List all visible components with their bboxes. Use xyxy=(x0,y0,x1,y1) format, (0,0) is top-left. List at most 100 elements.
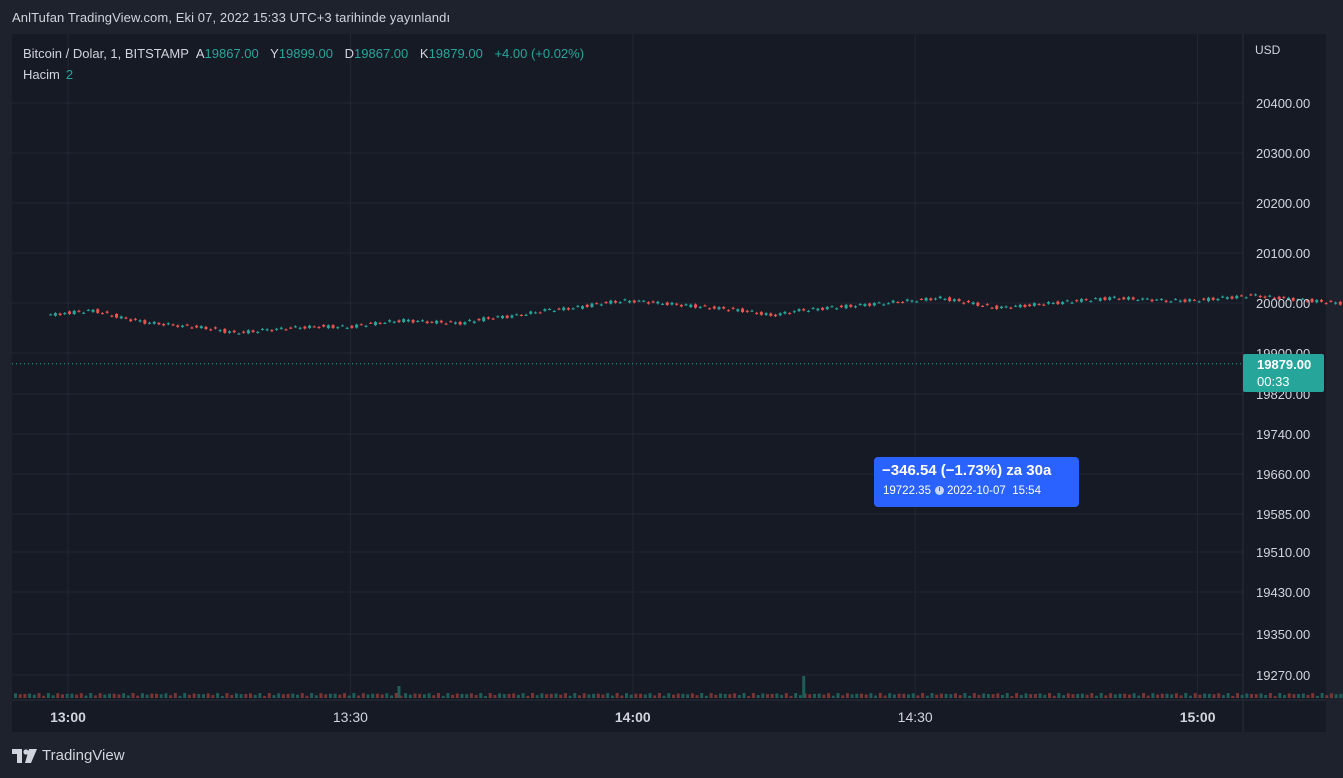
volume-bar xyxy=(202,694,205,698)
candle-body xyxy=(1188,299,1192,302)
volume-bar xyxy=(1151,693,1155,698)
candle-body xyxy=(849,304,853,307)
volume-bar xyxy=(484,695,487,698)
last-price-tag: 19879.00 00:33 xyxy=(1243,354,1324,392)
candle-body xyxy=(298,327,302,329)
volume-bar xyxy=(794,693,798,698)
candle-body xyxy=(689,304,693,307)
volume-bar xyxy=(606,693,610,698)
candle-body xyxy=(623,299,627,301)
candle-body xyxy=(1338,301,1342,305)
volume-bar xyxy=(324,694,328,698)
volume-bar xyxy=(982,693,986,698)
candle-body xyxy=(990,307,994,309)
currency-unit[interactable]: USD xyxy=(1255,43,1281,57)
candle-body xyxy=(999,306,1003,309)
symbol-name[interactable]: Bitcoin / Dolar, 1, BITSTAMP xyxy=(23,46,189,61)
candle-body xyxy=(839,305,843,308)
candle-body xyxy=(275,328,279,330)
volume-bar xyxy=(714,694,718,698)
volume-bar xyxy=(1226,693,1230,698)
candle-body xyxy=(1079,299,1083,302)
volume-bar xyxy=(1259,693,1263,698)
candle-body xyxy=(331,325,335,328)
volume-bar xyxy=(441,695,445,698)
candle-body xyxy=(1056,301,1060,304)
candle-body xyxy=(411,320,415,323)
candle-body xyxy=(1094,298,1098,300)
volume-bar xyxy=(559,694,563,698)
volume-bar xyxy=(394,693,398,698)
volume-bar xyxy=(845,693,849,698)
candle-body xyxy=(1291,298,1295,301)
volume-bar xyxy=(432,695,436,698)
candle-body xyxy=(228,331,232,333)
volume-bar xyxy=(211,695,215,698)
candle-body xyxy=(632,300,636,303)
candle-body xyxy=(919,299,923,301)
volume-bar xyxy=(37,693,41,698)
candle-body xyxy=(1136,300,1140,302)
volume-bar xyxy=(18,694,22,698)
candle-body xyxy=(472,321,476,323)
volume-bar xyxy=(1071,694,1075,698)
candle-body xyxy=(463,322,467,325)
candle-body xyxy=(712,306,716,309)
candle-body xyxy=(256,331,260,333)
volume-bar xyxy=(531,693,534,698)
candle-body xyxy=(741,308,745,312)
volume-bar xyxy=(1217,693,1221,698)
candle-body xyxy=(929,298,933,301)
chart-pane[interactable] xyxy=(12,34,1326,732)
candle-body xyxy=(1032,303,1036,306)
candle-body xyxy=(340,325,344,327)
volume-bar xyxy=(620,695,624,698)
candle-body xyxy=(1150,299,1154,302)
volume-bar xyxy=(1052,695,1056,698)
candle-body xyxy=(1334,302,1338,304)
candle-body xyxy=(129,319,133,322)
volume-bar xyxy=(305,695,309,698)
volume-label[interactable]: Hacim xyxy=(23,67,60,82)
candle-body xyxy=(218,330,222,332)
candle-body xyxy=(86,309,90,311)
close-value: 19879.00 xyxy=(428,46,483,61)
candle-body xyxy=(1221,296,1225,298)
volume-bar xyxy=(1306,694,1310,698)
volume-bar xyxy=(540,693,544,698)
candle-body xyxy=(91,309,95,312)
volume-bar xyxy=(822,694,826,698)
candle-body xyxy=(416,320,420,322)
candle-body xyxy=(764,313,768,315)
volume-bar xyxy=(451,694,455,698)
volume-bar xyxy=(892,694,896,698)
candle-body xyxy=(1117,298,1121,300)
candle-body xyxy=(242,331,246,333)
volume-bar xyxy=(968,695,972,698)
volume-bar xyxy=(281,694,285,698)
projection-label[interactable]: −346.54 (−1.73%) za 30a 19722.35 2022-10-… xyxy=(874,457,1079,507)
volume-bar xyxy=(98,693,102,698)
time-tick-label: 14:00 xyxy=(615,709,651,725)
candle-body xyxy=(731,307,735,309)
footer-brand[interactable]: TradingView xyxy=(12,747,125,764)
price-tick-label: 20000.00 xyxy=(1256,296,1310,311)
candle-body xyxy=(877,302,881,304)
candle-body xyxy=(449,321,453,323)
candle-body xyxy=(72,310,76,315)
candle-body xyxy=(519,315,523,317)
volume-bar xyxy=(296,694,299,698)
candle-body xyxy=(604,302,608,304)
candle-body xyxy=(383,322,387,324)
volume-bar xyxy=(1207,693,1211,698)
candle-body xyxy=(661,303,665,305)
volume-bar xyxy=(159,694,163,698)
candle-body xyxy=(1174,299,1178,301)
volume-bar xyxy=(1325,695,1329,698)
volume-bar xyxy=(79,693,83,698)
price-axis: 20400.00 20300.00 20200.00 20100.00 20000.00… xyxy=(1256,96,1310,683)
volume-bar xyxy=(977,694,981,698)
volume-bar xyxy=(343,693,346,698)
candle-body xyxy=(1305,300,1309,302)
